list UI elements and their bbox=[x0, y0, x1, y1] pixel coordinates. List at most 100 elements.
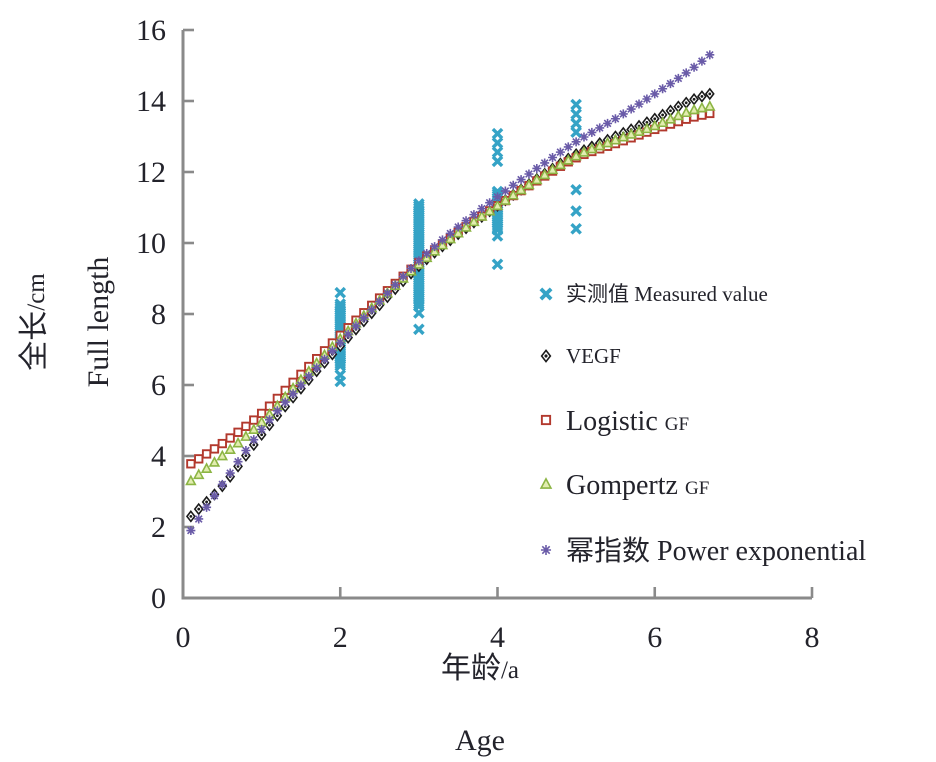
gompertz-triangle-marker bbox=[601, 136, 614, 148]
power-asterisk-marker bbox=[461, 216, 471, 226]
logistic-square-marker bbox=[241, 421, 251, 431]
power-asterisk-marker bbox=[681, 68, 691, 78]
legend-item-gompertz: Gompertz GF bbox=[539, 470, 709, 501]
vegf-diamond-dot bbox=[669, 109, 672, 113]
gompertz-triangle-marker bbox=[562, 153, 574, 165]
power-asterisk-marker bbox=[367, 305, 377, 315]
gompertz-triangle-marker bbox=[554, 158, 567, 170]
legend-item-power: 幂指数 Power exponential bbox=[540, 535, 866, 567]
gompertz-triangle-marker bbox=[680, 106, 692, 118]
power-asterisk-marker bbox=[343, 329, 353, 339]
y-tick-label: 8 bbox=[151, 298, 166, 331]
logistic-square-marker bbox=[186, 459, 196, 469]
power-asterisk-marker bbox=[658, 84, 668, 94]
gompertz-triangle-marker bbox=[444, 232, 457, 244]
gompertz-triangle-marker bbox=[586, 142, 598, 154]
x-tick-label: 4 bbox=[490, 621, 505, 654]
measured-x-marker bbox=[413, 307, 425, 319]
power-asterisk-marker bbox=[445, 228, 455, 238]
data-layer bbox=[185, 50, 716, 536]
power-asterisk-marker bbox=[430, 242, 440, 252]
measured-x-marker bbox=[570, 183, 582, 196]
legend: 实测值 Measured value VEGF Logistic GF Gompertz… bbox=[539, 282, 866, 567]
gompertz-triangle-marker bbox=[531, 173, 543, 185]
logistic-square-marker bbox=[201, 449, 212, 459]
power-asterisk-marker bbox=[249, 435, 259, 445]
measured-x-marker bbox=[334, 375, 347, 388]
series-gompertz bbox=[185, 100, 716, 486]
power-asterisk-marker bbox=[500, 186, 510, 196]
power-asterisk-marker bbox=[665, 79, 675, 89]
gompertz-triangle-marker bbox=[185, 474, 197, 486]
gompertz-triangle-marker bbox=[656, 116, 669, 128]
power-asterisk-marker bbox=[563, 142, 573, 152]
gompertz-triangle-marker bbox=[460, 221, 472, 232]
gompertz-triangle-marker bbox=[468, 215, 480, 227]
vegf-diamond-dot bbox=[676, 105, 680, 109]
gompertz-triangle-marker bbox=[570, 149, 582, 161]
power-asterisk-marker bbox=[477, 204, 487, 214]
y-tick-label: 0 bbox=[151, 582, 166, 615]
measured-x-marker bbox=[491, 127, 504, 140]
gompertz-triangle-marker bbox=[688, 103, 700, 115]
power-asterisk-marker bbox=[217, 479, 227, 489]
gompertz-triangle-marker bbox=[538, 168, 551, 180]
gompertz-triangle-marker bbox=[248, 423, 260, 435]
vegf-diamond-dot bbox=[197, 507, 201, 511]
axes-layer: 0 2 4 6 8 10 12 14 16 0 2 4 6 8 bbox=[136, 14, 820, 654]
logistic-square-marker bbox=[249, 415, 259, 425]
y-tick-label: 14 bbox=[136, 85, 166, 118]
gompertz-triangle-marker bbox=[649, 119, 661, 131]
power-asterisk-marker bbox=[697, 56, 707, 66]
power-asterisk-marker bbox=[375, 297, 385, 307]
legend-label-vegf: VEGF bbox=[566, 344, 621, 368]
x-tick-label: 6 bbox=[647, 621, 662, 654]
measured-x-marker bbox=[491, 146, 504, 158]
logistic-square-marker bbox=[225, 433, 235, 443]
legend-item-vegf: VEGF bbox=[540, 344, 621, 368]
vegf-diamond-dot bbox=[205, 500, 208, 504]
power-asterisk-marker bbox=[555, 147, 565, 157]
power-asterisk-marker bbox=[209, 491, 219, 501]
gompertz-triangle-marker bbox=[216, 449, 229, 461]
power-asterisk-marker bbox=[225, 468, 235, 478]
power-asterisk-marker bbox=[610, 114, 620, 124]
power-asterisk-marker bbox=[335, 337, 345, 347]
gompertz-triangle-marker bbox=[507, 188, 519, 200]
vegf-diamond-dot bbox=[700, 95, 704, 98]
measured-x-marker bbox=[334, 286, 347, 299]
y-axis-title-cn: 全长/cm bbox=[18, 273, 51, 371]
measured-x-marker bbox=[570, 222, 582, 235]
legend-item-logistic: Logistic GF bbox=[540, 406, 689, 437]
power-asterisk-marker bbox=[516, 175, 526, 185]
power-asterisk-marker bbox=[382, 288, 392, 298]
measured-x-marker bbox=[334, 360, 347, 372]
power-asterisk-marker bbox=[485, 198, 495, 208]
gompertz-triangle-marker bbox=[499, 194, 512, 205]
measured-x-marker bbox=[570, 205, 582, 217]
power-asterisk-marker bbox=[398, 272, 408, 282]
power-asterisk-marker bbox=[288, 389, 298, 399]
legend-label-measured: 实测值 Measured value bbox=[566, 282, 768, 306]
measured-x-marker bbox=[491, 137, 504, 149]
x-tick-label: 8 bbox=[805, 621, 820, 654]
gompertz-triangle-marker bbox=[200, 462, 213, 473]
y-tick-label: 12 bbox=[136, 156, 166, 189]
legend-label-logistic: Logistic GF bbox=[566, 406, 689, 437]
power-asterisk-marker bbox=[437, 235, 447, 245]
power-asterisk-marker bbox=[705, 50, 715, 60]
gompertz-triangle-marker bbox=[664, 112, 677, 124]
measured-x-marker bbox=[539, 287, 553, 301]
power-asterisk-marker bbox=[540, 544, 552, 556]
y-tick-label: 2 bbox=[151, 511, 166, 544]
y-tick-label: 16 bbox=[136, 14, 166, 47]
y-tick-label: 6 bbox=[151, 369, 166, 402]
power-asterisk-marker bbox=[320, 354, 330, 364]
power-asterisk-marker bbox=[359, 313, 369, 323]
power-asterisk-marker bbox=[548, 153, 558, 163]
power-asterisk-marker bbox=[264, 415, 274, 425]
gompertz-triangle-marker bbox=[476, 210, 488, 221]
power-asterisk-marker bbox=[272, 406, 282, 416]
